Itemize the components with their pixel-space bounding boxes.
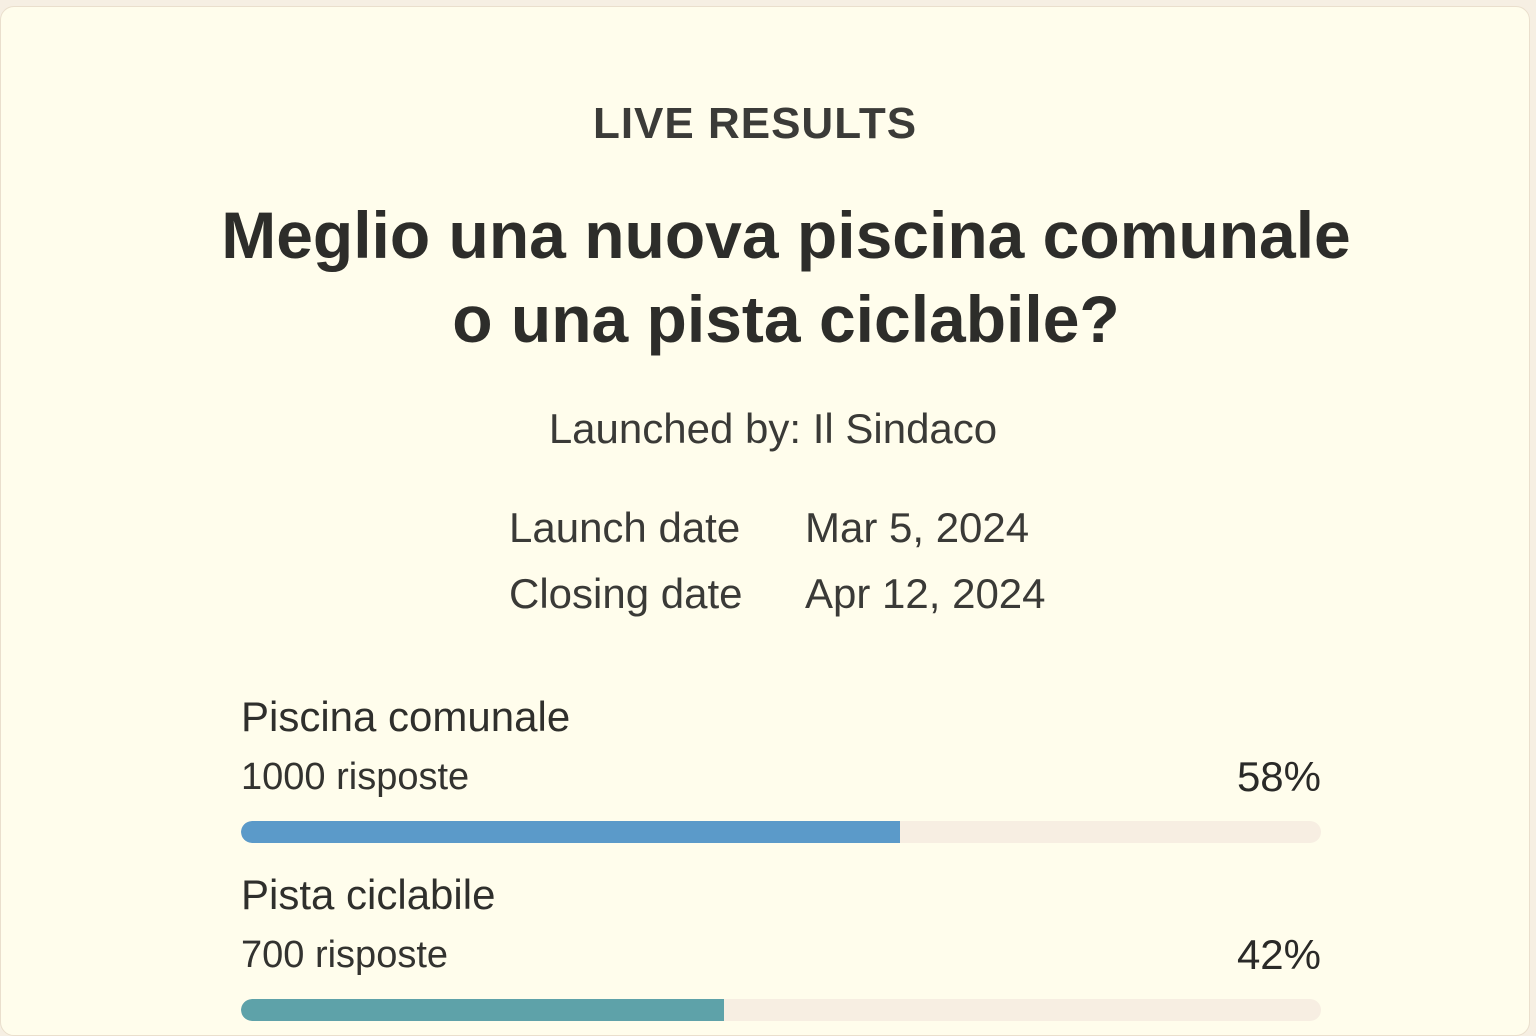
live-results-label: LIVE RESULTS: [592, 99, 918, 148]
poll-question: Meglio una nuova piscina comunale o una …: [151, 193, 1421, 361]
launch-date-label: Launch date: [509, 504, 741, 551]
launch-date-value: Mar 5, 2024: [805, 504, 1030, 551]
poll-option-piscina: Piscina comunale 1000 risposte 58%: [241, 689, 1321, 843]
option-progress-fill: [241, 999, 724, 1021]
option-name: Pista ciclabile: [241, 871, 496, 918]
poll-option-pista: Pista ciclabile 700 risposte 42%: [241, 867, 1321, 1021]
option-name: Piscina comunale: [241, 693, 571, 740]
closing-date-row: Closing date Apr 12, 2024: [509, 561, 1046, 627]
poll-question-line-2: o una pista ciclabile?: [452, 282, 1120, 356]
option-meta: 700 risposte 42%: [241, 927, 1321, 983]
poll-results-card: LIVE RESULTS Meglio una nuova piscina co…: [0, 6, 1530, 1036]
launch-date-row: Launch date Mar 5, 2024: [509, 495, 1046, 561]
poll-question-line-1: Meglio una nuova piscina comunale: [221, 198, 1351, 272]
poll-dates: Launch date Mar 5, 2024 Closing date Apr…: [509, 495, 1046, 627]
option-progress-track: [241, 999, 1321, 1021]
option-progress-track: [241, 821, 1321, 843]
option-percentage: 42%: [1236, 931, 1321, 978]
launched-by: Launched by: Il Sindaco: [548, 405, 998, 452]
option-percentage: 58%: [1236, 753, 1321, 800]
closing-date-value: Apr 12, 2024: [805, 570, 1046, 617]
option-response-count: 700 risposte: [241, 933, 449, 976]
option-progress-fill: [241, 821, 900, 843]
option-meta: 1000 risposte 58%: [241, 749, 1321, 805]
option-response-count: 1000 risposte: [241, 755, 470, 798]
closing-date-label: Closing date: [509, 570, 743, 617]
